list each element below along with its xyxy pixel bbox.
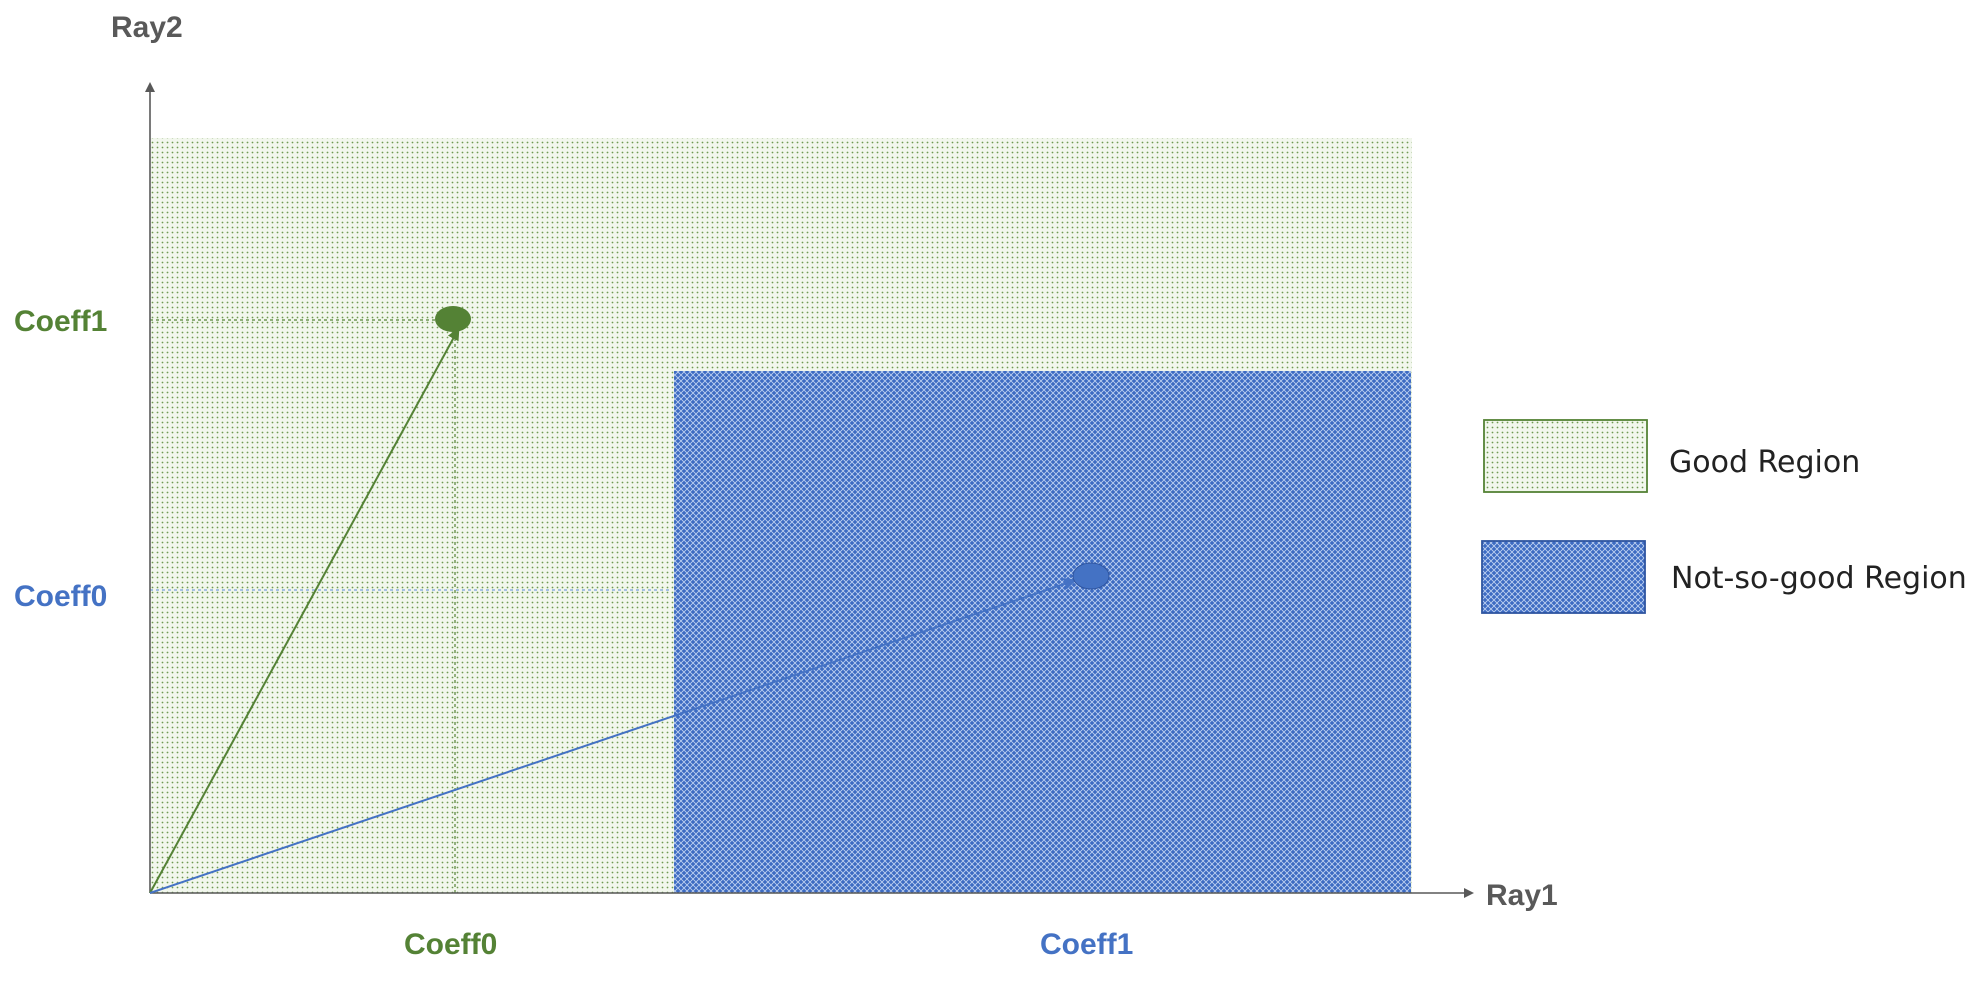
- not-so-good-region: [674, 371, 1411, 893]
- blue-point: [1072, 562, 1110, 590]
- x-axis-label: Ray1: [1486, 879, 1558, 912]
- green-point: [435, 306, 471, 332]
- y-tick-coeff0: Coeff0: [14, 580, 107, 613]
- green-vector: [149, 327, 460, 894]
- legend-good-label: Good Region: [1669, 445, 1860, 480]
- x-tick-coeff0: Coeff0: [404, 928, 497, 961]
- x-tick-coeff1: Coeff1: [1040, 928, 1133, 961]
- legend-good-swatch: [1483, 419, 1648, 493]
- legend-not-good-label: Not-so-good Region: [1671, 561, 1967, 596]
- y-tick-coeff1: Coeff1: [14, 305, 107, 338]
- y-axis-label: Ray2: [111, 11, 183, 44]
- blue-vector: [149, 578, 1077, 894]
- legend-not-good-swatch: [1481, 540, 1646, 614]
